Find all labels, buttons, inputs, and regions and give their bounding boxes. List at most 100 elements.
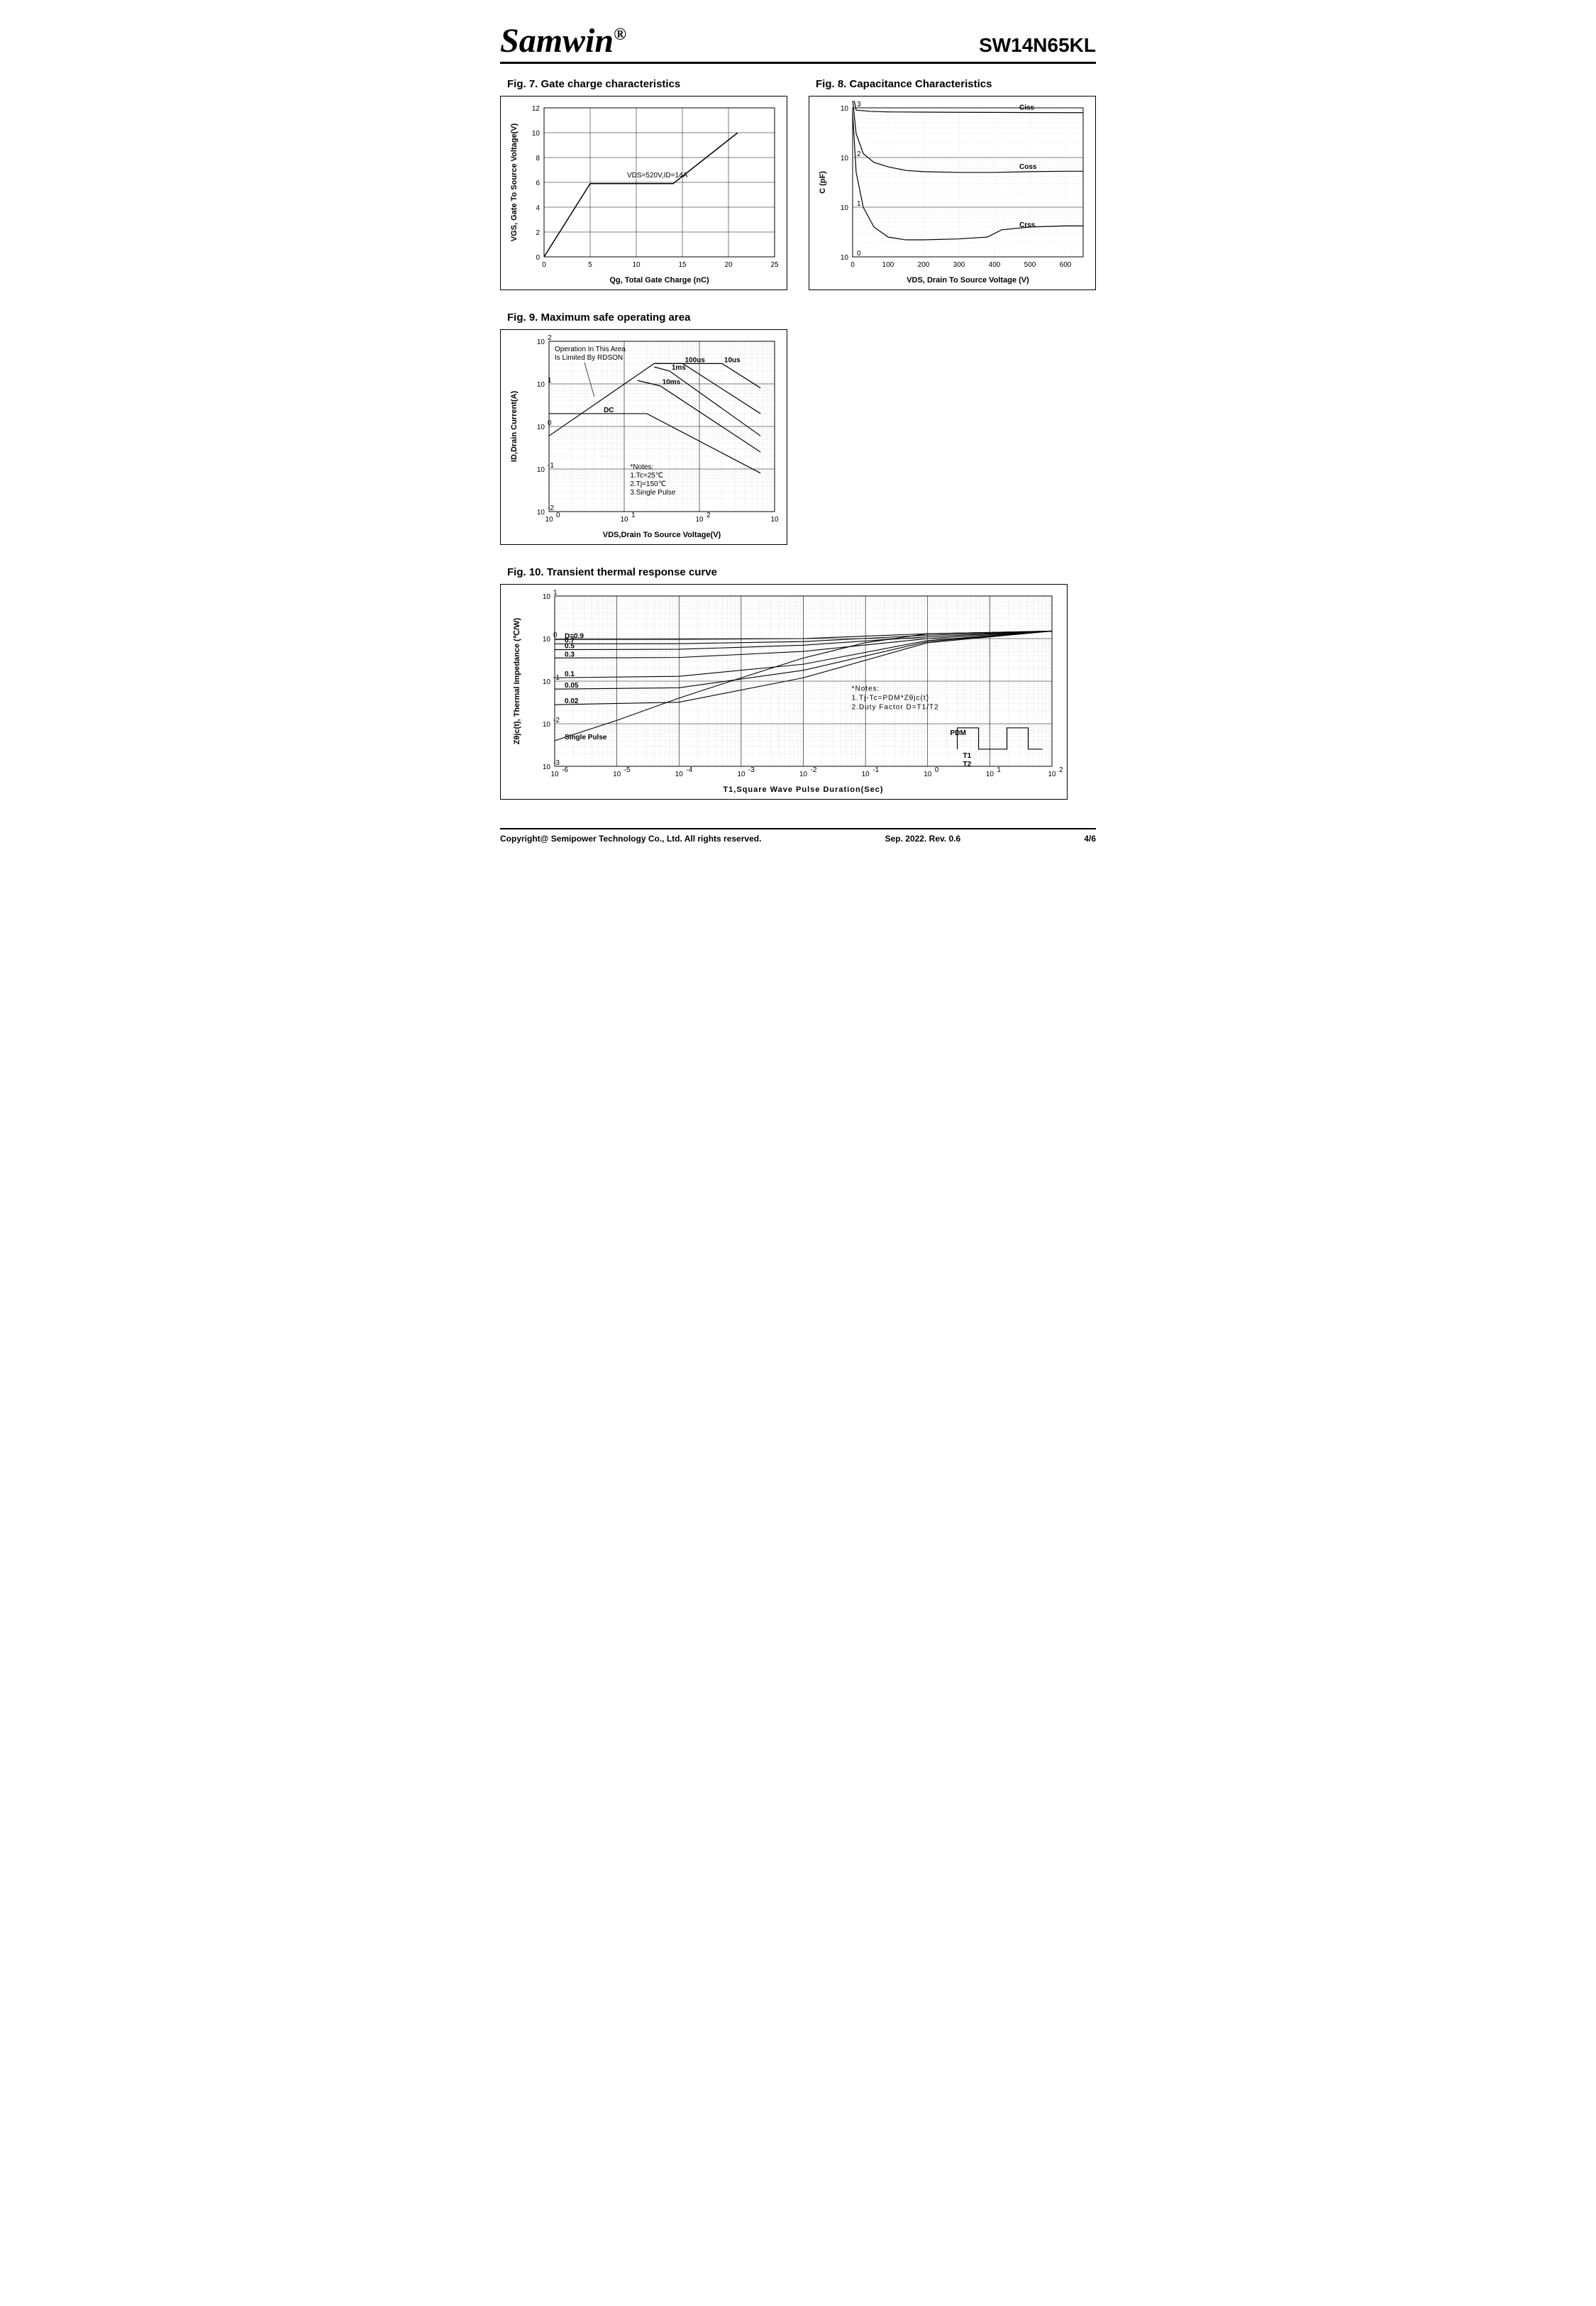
svg-text:DC: DC <box>604 407 614 414</box>
svg-text:10: 10 <box>841 204 849 212</box>
svg-text:10: 10 <box>632 261 641 269</box>
svg-text:300: 300 <box>953 261 965 269</box>
svg-text:2.Duty Factor D=T1/T2: 2.Duty Factor D=T1/T2 <box>852 703 939 711</box>
figure-row-3: Fig. 10. Transient thermal response curv… <box>500 566 1096 800</box>
svg-text:10: 10 <box>862 771 870 778</box>
copyright: Copyright@ Semipower Technology Co., Ltd… <box>500 834 761 844</box>
svg-text:10: 10 <box>543 593 551 601</box>
svg-text:-3: -3 <box>748 766 755 774</box>
svg-text:Coss: Coss <box>1019 163 1037 171</box>
svg-text:*Notes:: *Notes: <box>630 463 653 471</box>
svg-text:0: 0 <box>548 419 552 427</box>
svg-text:20: 20 <box>724 261 733 269</box>
fig10-title: Fig. 10. Transient thermal response curv… <box>500 566 1096 578</box>
fig7-chart: 0510152025024681012VDS=520V,ID=14AQg, To… <box>500 96 787 290</box>
svg-text:-5: -5 <box>624 766 631 774</box>
svg-text:15: 15 <box>678 261 687 269</box>
svg-text:10: 10 <box>550 771 559 778</box>
svg-text:T2: T2 <box>963 761 972 768</box>
svg-text:10: 10 <box>613 771 621 778</box>
svg-text:10: 10 <box>841 254 849 262</box>
svg-text:0.02: 0.02 <box>565 697 579 705</box>
svg-text:10: 10 <box>543 636 551 644</box>
svg-text:Operation In This Area: Operation In This Area <box>555 346 626 353</box>
svg-text:10: 10 <box>537 381 545 389</box>
svg-text:Is Limited By RDSON: Is Limited By RDSON <box>555 354 623 362</box>
svg-text:T1: T1 <box>963 752 972 760</box>
fig7-title: Fig. 7. Gate charge characteristics <box>500 78 787 90</box>
svg-text:0: 0 <box>935 766 939 774</box>
svg-text:10: 10 <box>737 771 746 778</box>
svg-text:400: 400 <box>989 261 1001 269</box>
svg-text:10: 10 <box>924 771 932 778</box>
svg-text:10: 10 <box>537 509 545 517</box>
svg-text:Crss: Crss <box>1019 221 1036 229</box>
svg-text:10: 10 <box>799 771 808 778</box>
svg-text:1.Tj-Tc=PDM*Zθjc(t): 1.Tj-Tc=PDM*Zθjc(t) <box>852 694 929 702</box>
svg-text:-1: -1 <box>872 766 879 774</box>
svg-text:0: 0 <box>536 254 540 262</box>
svg-text:0: 0 <box>850 261 855 269</box>
svg-text:-3: -3 <box>553 759 560 767</box>
fig8-chart: 1001011021030100200300400500600CissCossC… <box>809 96 1096 290</box>
figure-row-2: Fig. 9. Maximum safe operating area 1001… <box>500 311 1096 545</box>
svg-text:Zθjc(t), Thermal Impedance (℃/: Zθjc(t), Thermal Impedance (℃/W) <box>513 617 521 744</box>
svg-text:-2: -2 <box>548 504 554 512</box>
svg-text:VDS=520V,ID=14A: VDS=520V,ID=14A <box>627 172 688 180</box>
part-number: SW14N65KL <box>979 34 1096 57</box>
svg-text:10: 10 <box>537 338 545 346</box>
svg-text:10: 10 <box>532 130 541 138</box>
fig9-chart: 10010110210310-210-110010110210us100us1m… <box>500 329 787 545</box>
page-number: 4/6 <box>1084 834 1096 844</box>
fig8-title: Fig. 8. Capacitance Characteristics <box>809 78 1096 90</box>
svg-text:100us: 100us <box>685 356 705 364</box>
revision-date: Sep. 2022. Rev. 0.6 <box>885 834 961 844</box>
svg-text:1: 1 <box>857 200 861 208</box>
svg-text:10: 10 <box>841 155 849 162</box>
svg-text:0: 0 <box>542 261 546 269</box>
svg-text:0: 0 <box>857 250 861 258</box>
svg-text:8: 8 <box>536 155 540 162</box>
svg-text:C (pF): C (pF) <box>819 171 827 194</box>
svg-text:2.Tj=150℃: 2.Tj=150℃ <box>630 480 665 488</box>
svg-text:200: 200 <box>918 261 930 269</box>
svg-text:VGS, Gate To Source Voltage(V): VGS, Gate To Source Voltage(V) <box>510 123 519 241</box>
svg-text:Single Pulse: Single Pulse <box>565 734 607 741</box>
svg-text:10: 10 <box>543 721 551 729</box>
svg-text:3: 3 <box>857 101 861 109</box>
svg-text:5: 5 <box>588 261 592 269</box>
page-header: Samwin® SW14N65KL <box>500 21 1096 64</box>
svg-text:10: 10 <box>545 516 553 524</box>
svg-text:ID,Drain Current(A): ID,Drain Current(A) <box>510 391 519 463</box>
page-footer: Copyright@ Semipower Technology Co., Ltd… <box>500 828 1096 844</box>
svg-text:2: 2 <box>536 229 540 237</box>
svg-text:10: 10 <box>695 516 704 524</box>
svg-text:10: 10 <box>986 771 994 778</box>
svg-text:6: 6 <box>536 180 540 187</box>
svg-text:10: 10 <box>675 771 684 778</box>
svg-text:0: 0 <box>556 512 560 519</box>
svg-text:500: 500 <box>1024 261 1036 269</box>
svg-text:10: 10 <box>1048 771 1056 778</box>
svg-text:10: 10 <box>543 678 551 686</box>
svg-text:1: 1 <box>631 512 636 519</box>
svg-text:VDS, Drain To Source Voltage (: VDS, Drain To Source Voltage (V) <box>907 276 1029 285</box>
svg-text:T1,Square Wave Pulse Duration(: T1,Square Wave Pulse Duration(Sec) <box>723 785 883 794</box>
svg-text:10: 10 <box>841 105 849 113</box>
svg-text:10: 10 <box>543 763 551 771</box>
svg-text:-4: -4 <box>686 766 692 774</box>
svg-text:25: 25 <box>770 261 779 269</box>
svg-text:100: 100 <box>882 261 894 269</box>
svg-text:2: 2 <box>857 150 861 158</box>
svg-text:10us: 10us <box>724 356 741 364</box>
fig9-title: Fig. 9. Maximum safe operating area <box>500 311 787 324</box>
svg-text:0: 0 <box>553 631 558 639</box>
brand-logo: Samwin® <box>500 21 626 60</box>
svg-text:10: 10 <box>620 516 628 524</box>
svg-text:10ms: 10ms <box>663 379 681 387</box>
fig10-chart: 10-610-510-410-310-210-110010110210-310-… <box>500 584 1068 800</box>
svg-text:Ciss: Ciss <box>1019 104 1035 112</box>
figure-row-1: Fig. 7. Gate charge characteristics 0510… <box>500 78 1096 290</box>
svg-text:1.Tc=25℃: 1.Tc=25℃ <box>630 472 663 480</box>
svg-text:1ms: 1ms <box>672 364 686 372</box>
